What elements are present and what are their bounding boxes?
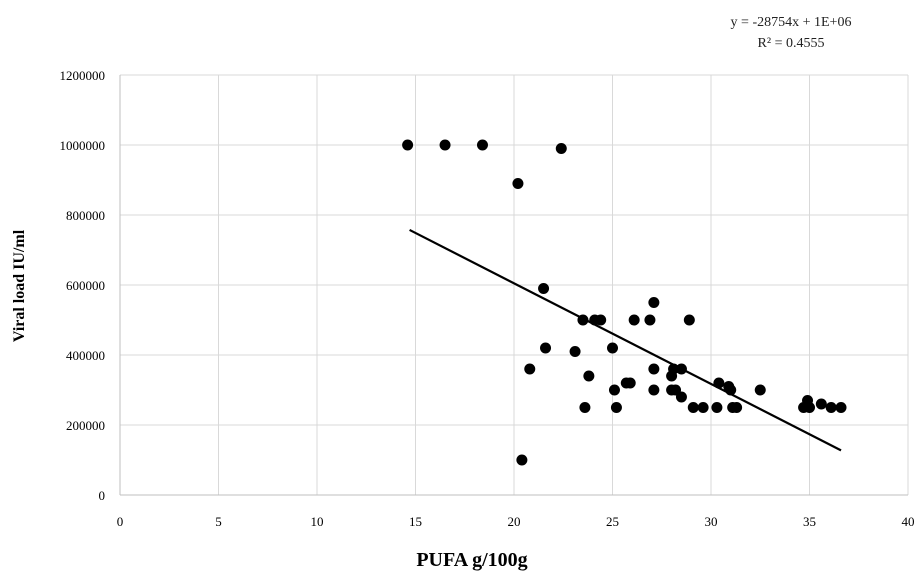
y-axis-ticks: 0 200000 400000 600000 800000 1000000 1200000 xyxy=(60,68,106,503)
y-tick-label: 200000 xyxy=(66,418,105,433)
data-point xyxy=(540,342,552,354)
trendline xyxy=(409,228,842,452)
trendline-r-squared: R² = 0.4555 xyxy=(758,36,825,51)
data-point xyxy=(648,363,660,375)
gridlines xyxy=(120,74,909,495)
y-tick-label: 1000000 xyxy=(60,138,106,153)
data-point xyxy=(579,402,591,413)
data-point xyxy=(524,363,536,375)
data-point xyxy=(439,139,451,151)
data-point xyxy=(538,283,550,294)
x-axis-ticks: 0 5 10 15 20 25 30 35 40 xyxy=(117,514,915,529)
x-tick-label: 40 xyxy=(902,514,915,529)
data-point xyxy=(402,139,414,151)
data-point xyxy=(569,346,581,357)
y-tick-label: 800000 xyxy=(66,208,105,223)
y-tick-label: 400000 xyxy=(66,348,105,363)
data-point xyxy=(825,402,837,413)
x-tick-label: 30 xyxy=(705,514,718,529)
data-point xyxy=(835,402,847,413)
x-tick-label: 0 xyxy=(117,514,124,529)
y-axis-title: Viral load IU/ml xyxy=(11,229,28,342)
data-point xyxy=(624,377,636,389)
y-tick-label: 1200000 xyxy=(60,68,106,83)
data-point xyxy=(516,454,528,466)
x-tick-label: 20 xyxy=(508,514,521,529)
y-tick-label: 0 xyxy=(99,488,106,503)
data-point xyxy=(476,139,488,151)
data-point xyxy=(512,178,524,189)
data-point xyxy=(648,384,660,396)
x-tick-label: 25 xyxy=(606,514,619,529)
trendline-equation: y = -28754x + 1E+06 xyxy=(731,15,852,30)
data-point xyxy=(608,384,620,396)
data-point xyxy=(711,402,723,413)
axes xyxy=(119,75,908,496)
data-point xyxy=(607,342,618,354)
y-tick-label: 600000 xyxy=(66,278,105,293)
data-point xyxy=(595,314,607,326)
x-axis-title: PUFA g/100g xyxy=(416,549,527,571)
data-point xyxy=(804,402,815,413)
data-point xyxy=(697,402,709,413)
data-point xyxy=(675,391,687,403)
data-point xyxy=(628,314,640,326)
data-point xyxy=(687,402,699,413)
x-tick-label: 35 xyxy=(803,514,816,529)
data-point xyxy=(583,370,595,382)
data-point xyxy=(731,402,743,413)
data-point xyxy=(648,297,660,308)
data-point xyxy=(610,402,622,413)
data-point xyxy=(555,143,567,154)
data-point xyxy=(754,384,766,396)
data-point xyxy=(683,314,695,326)
data-point xyxy=(644,314,656,326)
x-tick-label: 15 xyxy=(409,514,422,529)
x-tick-label: 5 xyxy=(215,514,222,529)
data-point xyxy=(666,370,678,382)
x-tick-label: 10 xyxy=(311,514,324,529)
data-points xyxy=(402,139,847,466)
data-point xyxy=(815,398,827,410)
